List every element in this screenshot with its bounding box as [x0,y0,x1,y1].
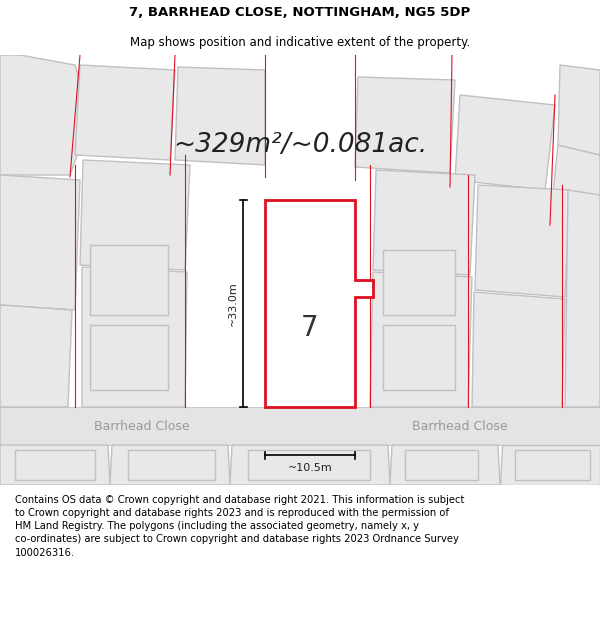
Polygon shape [230,445,390,485]
Polygon shape [550,145,600,240]
Text: Barrhead Close: Barrhead Close [94,419,190,432]
Polygon shape [515,450,590,480]
Polygon shape [355,77,455,173]
Polygon shape [383,250,455,315]
Polygon shape [265,200,373,407]
Polygon shape [175,67,265,165]
Polygon shape [15,450,95,480]
Polygon shape [0,445,110,485]
Polygon shape [472,292,565,407]
Polygon shape [82,267,187,407]
Text: Barrhead Close: Barrhead Close [412,419,508,432]
Polygon shape [90,245,168,315]
Text: Contains OS data © Crown copyright and database right 2021. This information is : Contains OS data © Crown copyright and d… [15,495,464,558]
Polygon shape [0,55,90,175]
Polygon shape [0,305,72,407]
Polygon shape [373,170,475,275]
Text: 7, BARRHEAD CLOSE, NOTTINGHAM, NG5 5DP: 7, BARRHEAD CLOSE, NOTTINGHAM, NG5 5DP [130,6,470,19]
Polygon shape [370,272,472,407]
Polygon shape [75,65,175,160]
Text: ~33.0m: ~33.0m [228,281,238,326]
Polygon shape [128,450,215,480]
Polygon shape [500,445,600,485]
Polygon shape [390,445,500,485]
Polygon shape [455,95,555,190]
Polygon shape [405,450,478,480]
Polygon shape [0,175,80,310]
Text: ~329m²/~0.081ac.: ~329m²/~0.081ac. [173,132,427,158]
Polygon shape [565,190,600,407]
Polygon shape [475,185,570,297]
Bar [0,407,600,445]
Polygon shape [80,160,190,270]
Polygon shape [90,325,168,390]
Polygon shape [248,450,370,480]
Text: Map shows position and indicative extent of the property.: Map shows position and indicative extent… [130,36,470,49]
Text: ~10.5m: ~10.5m [287,463,332,473]
Text: 7: 7 [301,314,319,342]
Polygon shape [558,65,600,155]
Polygon shape [110,445,230,485]
Polygon shape [383,325,455,390]
